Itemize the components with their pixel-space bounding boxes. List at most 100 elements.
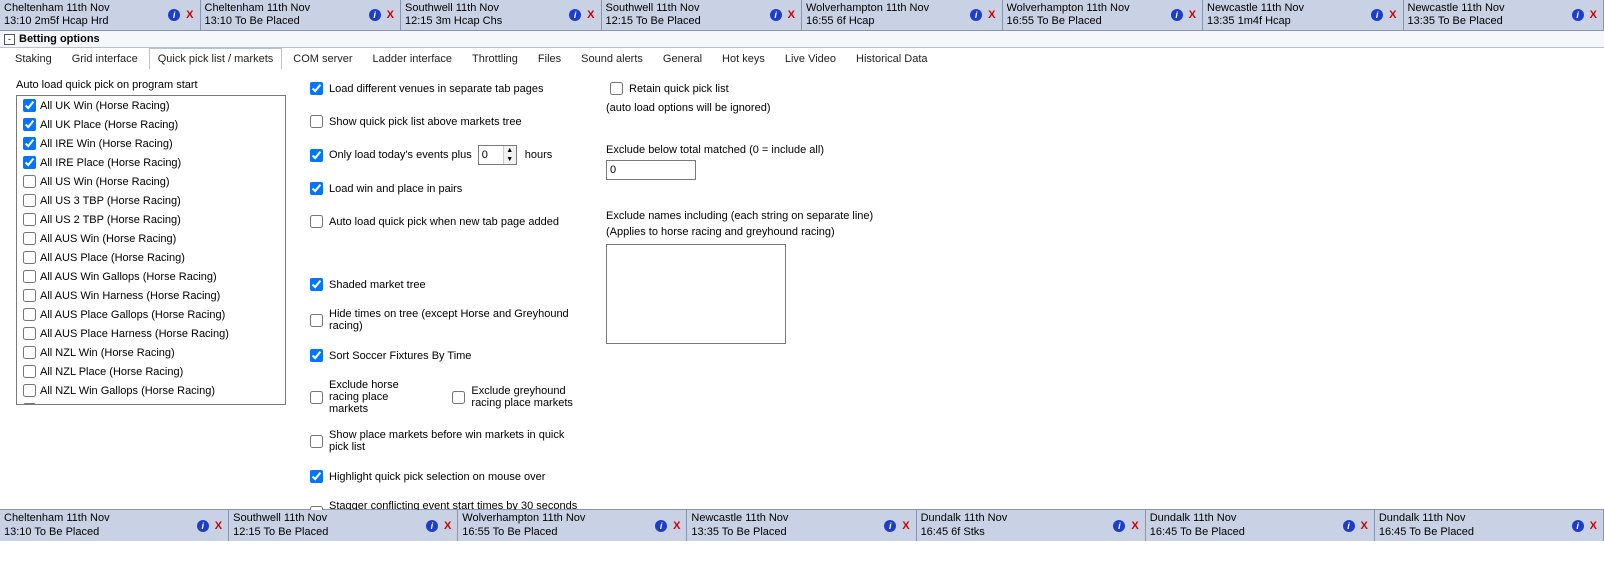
list-item-checkbox[interactable] bbox=[23, 156, 36, 169]
race-tab[interactable]: Dundalk 11th Nov16:45 6f StksiX bbox=[917, 510, 1146, 540]
close-icon[interactable]: X bbox=[988, 9, 995, 21]
cb-only-today[interactable] bbox=[310, 149, 323, 162]
excl-total-input[interactable] bbox=[606, 160, 696, 180]
list-item[interactable]: All NZL Place (Horse Racing) bbox=[17, 362, 285, 381]
info-icon[interactable]: i bbox=[569, 9, 581, 21]
race-tab[interactable]: Cheltenham 11th Nov13:10 To Be PlacediX bbox=[0, 510, 229, 540]
race-tab[interactable]: Newcastle 11th Nov13:35 To Be PlacediX bbox=[687, 510, 916, 540]
race-tab[interactable]: Cheltenham 11th Nov13:10 To Be PlacediX bbox=[201, 0, 402, 30]
race-tab[interactable]: Newcastle 11th Nov13:35 To Be PlacediX bbox=[1404, 0, 1604, 30]
list-item-checkbox[interactable] bbox=[23, 365, 36, 378]
close-icon[interactable]: X bbox=[1590, 520, 1597, 532]
list-item-checkbox[interactable] bbox=[23, 118, 36, 131]
close-icon[interactable]: X bbox=[215, 520, 222, 532]
info-icon[interactable]: i bbox=[1113, 520, 1125, 532]
spin-down-icon[interactable]: ▼ bbox=[504, 155, 516, 164]
options-tab[interactable]: Sound alerts bbox=[572, 48, 652, 69]
list-item[interactable]: All IRE Place (Horse Racing) bbox=[17, 153, 285, 172]
list-item[interactable]: All IRE Win (Horse Racing) bbox=[17, 134, 285, 153]
list-item[interactable]: All UK Place (Horse Racing) bbox=[17, 115, 285, 134]
list-item[interactable]: All UK Win (Horse Racing) bbox=[17, 96, 285, 115]
race-tab[interactable]: Southwell 11th Nov12:15 To Be PlacediX bbox=[602, 0, 803, 30]
list-item[interactable]: All US Win (Horse Racing) bbox=[17, 172, 285, 191]
race-tab[interactable]: Southwell 11th Nov12:15 3m Hcap ChsiX bbox=[401, 0, 602, 30]
close-icon[interactable]: X bbox=[444, 520, 451, 532]
info-icon[interactable]: i bbox=[197, 520, 209, 532]
close-icon[interactable]: X bbox=[1189, 9, 1196, 21]
options-tab[interactable]: Throttling bbox=[463, 48, 527, 69]
cb-auto-new-tab[interactable] bbox=[310, 215, 323, 228]
close-icon[interactable]: X bbox=[902, 520, 909, 532]
options-tab[interactable]: Historical Data bbox=[847, 48, 937, 69]
options-tab[interactable]: Live Video bbox=[776, 48, 845, 69]
race-tab[interactable]: Cheltenham 11th Nov13:10 2m5f Hcap HrdiX bbox=[0, 0, 201, 30]
list-item-checkbox[interactable] bbox=[23, 308, 36, 321]
list-item-checkbox[interactable] bbox=[23, 213, 36, 226]
race-tab[interactable]: Wolverhampton 11th Nov16:55 To Be Placed… bbox=[458, 510, 687, 540]
list-item[interactable]: All NZL Win (Horse Racing) bbox=[17, 343, 285, 362]
cb-show-place[interactable] bbox=[310, 435, 323, 448]
list-item[interactable]: All AUS Place Gallops (Horse Racing) bbox=[17, 305, 285, 324]
info-icon[interactable]: i bbox=[884, 520, 896, 532]
options-tab[interactable]: Ladder interface bbox=[364, 48, 462, 69]
info-icon[interactable]: i bbox=[1171, 9, 1183, 21]
cb-highlight[interactable] bbox=[310, 470, 323, 483]
cb-excl-grey[interactable] bbox=[452, 391, 465, 404]
info-icon[interactable]: i bbox=[1343, 520, 1355, 532]
cb-retain[interactable] bbox=[610, 82, 623, 95]
list-item[interactable]: All AUS Place Harness (Horse Racing) bbox=[17, 324, 285, 343]
list-item-checkbox[interactable] bbox=[23, 346, 36, 359]
info-icon[interactable]: i bbox=[1572, 520, 1584, 532]
options-tab[interactable]: General bbox=[654, 48, 711, 69]
info-icon[interactable]: i bbox=[426, 520, 438, 532]
cb-hide-times[interactable] bbox=[310, 314, 323, 327]
race-tab[interactable]: Newcastle 11th Nov13:35 1m4f HcapiX bbox=[1203, 0, 1404, 30]
info-icon[interactable]: i bbox=[1572, 9, 1584, 21]
spin-up-icon[interactable]: ▲ bbox=[504, 146, 516, 155]
cb-show-above[interactable] bbox=[310, 115, 323, 128]
cb-load-pairs[interactable] bbox=[310, 182, 323, 195]
info-icon[interactable]: i bbox=[369, 9, 381, 21]
list-item[interactable]: All NZL Win Harness (Horse Racing) bbox=[17, 400, 285, 405]
cb-excl-horse[interactable] bbox=[310, 391, 323, 404]
cb-sort-soccer[interactable] bbox=[310, 349, 323, 362]
collapse-button[interactable]: - bbox=[4, 34, 15, 45]
quickpick-listbox[interactable]: All UK Win (Horse Racing)All UK Place (H… bbox=[16, 95, 286, 405]
list-item[interactable]: All AUS Place (Horse Racing) bbox=[17, 248, 285, 267]
close-icon[interactable]: X bbox=[1131, 520, 1138, 532]
hours-input[interactable] bbox=[479, 149, 503, 161]
info-icon[interactable]: i bbox=[970, 9, 982, 21]
list-item[interactable]: All AUS Win (Horse Racing) bbox=[17, 229, 285, 248]
hours-spinner[interactable]: ▲▼ bbox=[478, 145, 517, 165]
options-tab[interactable]: Quick pick list / markets bbox=[149, 48, 283, 69]
options-tab[interactable]: Staking bbox=[6, 48, 61, 69]
list-item-checkbox[interactable] bbox=[23, 251, 36, 264]
list-item-checkbox[interactable] bbox=[23, 175, 36, 188]
excl-names-textarea[interactable] bbox=[606, 244, 786, 344]
info-icon[interactable]: i bbox=[1371, 9, 1383, 21]
info-icon[interactable]: i bbox=[168, 9, 180, 21]
list-item[interactable]: All US 3 TBP (Horse Racing) bbox=[17, 191, 285, 210]
close-icon[interactable]: X bbox=[1389, 9, 1396, 21]
cb-load-diff[interactable] bbox=[310, 82, 323, 95]
list-item[interactable]: All US 2 TBP (Horse Racing) bbox=[17, 210, 285, 229]
race-tab[interactable]: Wolverhampton 11th Nov16:55 6f HcapiX bbox=[802, 0, 1003, 30]
options-tab[interactable]: Hot keys bbox=[713, 48, 774, 69]
options-tab[interactable]: Grid interface bbox=[63, 48, 147, 69]
close-icon[interactable]: X bbox=[387, 9, 394, 21]
list-item-checkbox[interactable] bbox=[23, 270, 36, 283]
options-tab[interactable]: Files bbox=[529, 48, 570, 69]
list-item-checkbox[interactable] bbox=[23, 327, 36, 340]
cb-shaded[interactable] bbox=[310, 278, 323, 291]
info-icon[interactable]: i bbox=[655, 520, 667, 532]
info-icon[interactable]: i bbox=[770, 9, 782, 21]
list-item-checkbox[interactable] bbox=[23, 403, 36, 405]
list-item-checkbox[interactable] bbox=[23, 289, 36, 302]
list-item-checkbox[interactable] bbox=[23, 137, 36, 150]
list-item-checkbox[interactable] bbox=[23, 232, 36, 245]
list-item-checkbox[interactable] bbox=[23, 99, 36, 112]
close-icon[interactable]: X bbox=[673, 520, 680, 532]
close-icon[interactable]: X bbox=[587, 9, 594, 21]
race-tab[interactable]: Southwell 11th Nov12:15 To Be PlacediX bbox=[229, 510, 458, 540]
race-tab[interactable]: Dundalk 11th Nov16:45 To Be PlacediX bbox=[1146, 510, 1375, 540]
